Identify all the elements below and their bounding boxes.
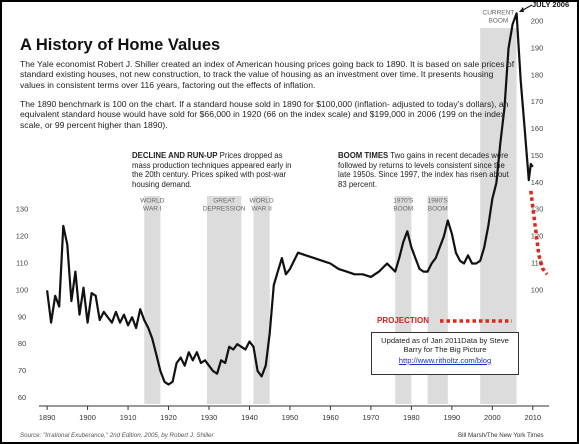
annotation: BOOM TIMES Two gains in recent decades w… [338,151,518,189]
x-tick-label: 1900 [79,413,96,422]
y2-tick-label: 190 [531,43,544,52]
period-label: BOOM [428,206,448,213]
x-tick-label: 1950 [282,413,299,422]
period-label: GREAT [213,198,235,205]
annotation: DECLINE AND RUN-UP Prices dropped as mas… [132,151,300,189]
y-tick-label: 70 [18,366,26,375]
update-box: Updated as of Jan 2011Data by Steve Barr… [371,332,519,375]
period-label: WORLD [140,198,165,205]
period-label: WAR I [143,206,162,213]
x-tick-label: 1930 [201,413,218,422]
y2-tick-label: 140 [531,178,544,187]
period-label: 1970'S [393,198,414,205]
chart-title: A History of Home Values [20,36,221,54]
annotation-heading: BOOM TIMES [338,151,389,160]
credit: Bill Marsh/The New York Times [458,432,544,439]
link[interactable]: http://www.ritholtz.com/blog [398,355,492,365]
y-tick-label: 100 [16,285,29,294]
period-label: BOOM [393,206,413,213]
x-tick-label: 1970 [363,413,380,422]
y2-tick-label: 160 [531,124,544,133]
y2-tick-label: 170 [531,97,544,106]
y-tick-label: 120 [16,232,29,241]
intro-text: The Yale economist Robert J. Shiller cre… [20,59,515,90]
y-tick-label: 80 [18,339,26,348]
period-label: WORLD [250,198,275,205]
update-note: Updated as of Jan 2011Data by Steve Barr… [381,336,509,355]
x-tick-label: 1960 [322,413,339,422]
x-tick-label: 2000 [484,413,501,422]
annotation-text: Two gains in recent decades were followe… [338,151,509,189]
period-label: 1980'S [428,198,449,205]
period-label: CURRENT [483,10,515,17]
x-tick-label: 2010 [524,413,541,422]
source: Source: "Irrational Exuberance," 2nd Edi… [20,432,214,439]
x-tick-label: 1910 [120,413,137,422]
data-line [46,12,534,386]
peak-label: JULY 2006 [532,0,570,9]
period-band [253,196,270,404]
y-tick-label: 90 [18,312,26,321]
projection-line [529,190,549,276]
x-tick-label: 1920 [160,413,177,422]
x-tick-label: 1940 [241,413,258,422]
peak-arrowhead [519,7,524,12]
annotation-heading: DECLINE AND RUN-UP [132,151,218,160]
period-label: BOOM [488,18,508,25]
y-tick-label: 130 [16,205,29,214]
x-tick-label: 1980 [403,413,420,422]
y2-tick-label: 150 [531,151,544,160]
y-tick-label: 110 [16,258,28,267]
period-label: WAR II [251,206,272,213]
y2-tick-label: 100 [531,285,544,294]
y2-tick-label: 110 [531,258,543,267]
period-band [206,196,242,404]
x-tick-label: 1990 [444,413,461,422]
legend-label: PROJECTION [377,316,430,325]
x-tick-label: 1890 [39,413,56,422]
y2-tick-label: 180 [531,70,544,79]
y2-tick-label: 200 [531,16,544,25]
period-label: DEPRESSION [203,206,246,213]
intro-text: The 1890 benchmark is 100 on the chart. … [20,99,509,130]
period-band [144,196,161,404]
y-tick-label: 60 [18,393,26,402]
annotation-text: Prices dropped as mass production techni… [132,151,292,189]
y2-tick-label: 130 [531,205,544,214]
